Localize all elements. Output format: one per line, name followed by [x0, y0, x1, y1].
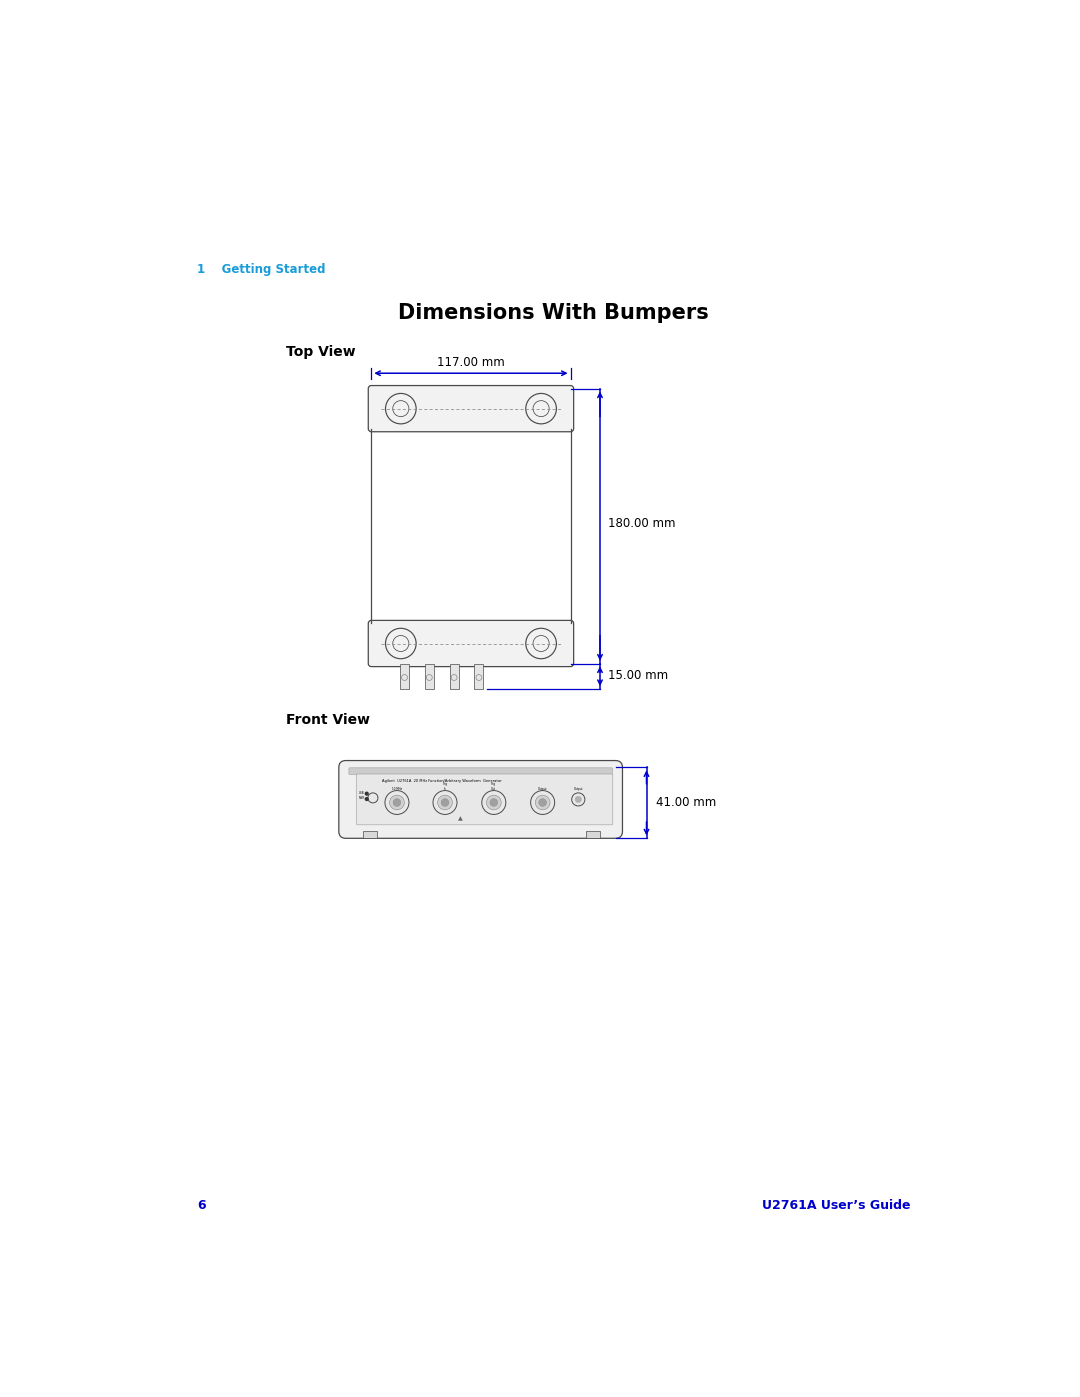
Circle shape	[365, 798, 368, 800]
Bar	[449, 664, 459, 689]
Text: Trig
Out: Trig Out	[491, 782, 497, 791]
Text: Top View: Top View	[286, 345, 355, 359]
Text: 10 MHz: 10 MHz	[392, 787, 402, 791]
Circle shape	[536, 795, 550, 810]
Circle shape	[575, 796, 581, 803]
Text: ▲: ▲	[458, 816, 462, 821]
Bar	[400, 664, 409, 689]
FancyBboxPatch shape	[349, 768, 612, 774]
Bar	[363, 831, 377, 838]
Text: 41.00 mm: 41.00 mm	[656, 796, 716, 809]
Text: PWR: PWR	[359, 796, 365, 800]
FancyBboxPatch shape	[368, 386, 573, 432]
Bar	[586, 831, 600, 838]
Text: Trig
In: Trig In	[443, 782, 447, 791]
Text: U2761A User’s Guide: U2761A User’s Guide	[761, 1199, 910, 1211]
Text: Dimensions With Bumpers: Dimensions With Bumpers	[399, 303, 708, 323]
FancyBboxPatch shape	[339, 760, 622, 838]
Circle shape	[365, 792, 368, 795]
Text: USB: USB	[359, 791, 365, 795]
Circle shape	[539, 799, 546, 806]
Text: 117.00 mm: 117.00 mm	[437, 356, 504, 369]
Text: Output: Output	[573, 787, 583, 791]
Text: 6: 6	[197, 1199, 205, 1211]
Circle shape	[393, 799, 401, 806]
Circle shape	[490, 799, 498, 806]
FancyBboxPatch shape	[368, 620, 573, 666]
Text: 180.00 mm: 180.00 mm	[608, 517, 675, 529]
Circle shape	[486, 795, 501, 810]
Circle shape	[390, 795, 404, 810]
Circle shape	[441, 799, 449, 806]
Bar	[474, 664, 484, 689]
Circle shape	[437, 795, 453, 810]
FancyBboxPatch shape	[356, 774, 612, 824]
Text: Output: Output	[538, 787, 548, 791]
Bar	[424, 664, 434, 689]
Text: Agilent  U2761A  20 MHz Function/Arbitrary Waveform  Generator: Agilent U2761A 20 MHz Function/Arbitrary…	[382, 778, 502, 782]
Text: Front View: Front View	[286, 712, 370, 726]
Text: 15.00 mm: 15.00 mm	[608, 669, 667, 682]
Text: 1    Getting Started: 1 Getting Started	[197, 263, 325, 277]
